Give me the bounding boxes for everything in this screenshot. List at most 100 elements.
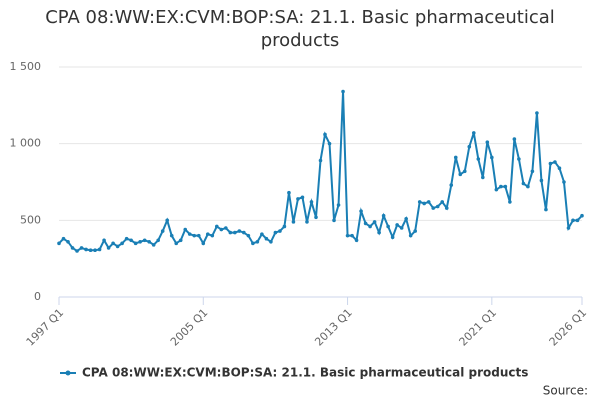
point bbox=[553, 160, 557, 164]
x-tick-label: 1997 Q1 bbox=[24, 306, 67, 349]
point bbox=[142, 238, 147, 243]
point bbox=[219, 227, 224, 232]
point bbox=[341, 89, 345, 94]
point bbox=[426, 200, 431, 204]
point bbox=[467, 144, 472, 149]
point bbox=[440, 200, 445, 204]
point bbox=[363, 221, 368, 226]
point bbox=[228, 230, 233, 235]
point bbox=[237, 229, 242, 233]
point bbox=[61, 236, 66, 241]
point bbox=[192, 233, 197, 238]
point bbox=[377, 230, 381, 235]
source: Source: bbox=[543, 384, 588, 398]
point bbox=[471, 131, 476, 135]
point bbox=[210, 233, 215, 238]
x-tick-label: 2005 Q1 bbox=[168, 306, 211, 349]
point bbox=[84, 247, 88, 252]
point bbox=[102, 238, 106, 243]
point bbox=[490, 155, 494, 160]
point bbox=[66, 240, 70, 244]
point bbox=[413, 229, 417, 233]
point bbox=[494, 187, 499, 192]
point bbox=[327, 141, 332, 146]
point bbox=[201, 241, 206, 246]
point bbox=[196, 233, 201, 238]
point bbox=[526, 184, 530, 189]
point bbox=[499, 184, 503, 189]
point bbox=[517, 157, 521, 161]
point bbox=[444, 206, 449, 210]
point bbox=[544, 207, 548, 212]
point bbox=[404, 217, 408, 221]
point bbox=[133, 241, 138, 246]
point bbox=[287, 190, 291, 195]
point bbox=[282, 224, 287, 229]
point bbox=[435, 204, 440, 209]
point bbox=[449, 183, 454, 187]
point bbox=[381, 213, 386, 218]
point bbox=[147, 240, 151, 244]
point bbox=[462, 169, 467, 174]
point bbox=[187, 232, 192, 236]
point bbox=[151, 243, 156, 247]
point bbox=[453, 155, 458, 160]
point bbox=[345, 233, 350, 238]
point bbox=[399, 226, 404, 230]
point bbox=[129, 238, 133, 243]
point bbox=[138, 240, 142, 244]
y-tick-label: 0 bbox=[34, 290, 41, 303]
point bbox=[106, 246, 111, 250]
point bbox=[305, 220, 309, 224]
point bbox=[169, 233, 174, 238]
point bbox=[476, 157, 481, 161]
point bbox=[368, 224, 372, 229]
point bbox=[390, 235, 395, 239]
point bbox=[530, 169, 535, 174]
point bbox=[314, 215, 318, 220]
point bbox=[458, 172, 463, 177]
point bbox=[246, 233, 251, 238]
point bbox=[417, 200, 422, 204]
point bbox=[562, 180, 566, 184]
point bbox=[575, 218, 580, 223]
point bbox=[372, 220, 377, 224]
y-tick-label: 500 bbox=[20, 213, 41, 226]
point bbox=[115, 244, 120, 249]
point bbox=[503, 184, 508, 189]
point bbox=[251, 241, 255, 246]
point bbox=[359, 209, 363, 213]
point bbox=[422, 201, 426, 206]
y-tick-label: 1 500 bbox=[10, 60, 42, 73]
point bbox=[571, 218, 575, 223]
x-tick-label: 2026 Q1 bbox=[547, 306, 590, 349]
x-tick-label: 2021 Q1 bbox=[457, 306, 500, 349]
point bbox=[264, 236, 269, 241]
point bbox=[300, 195, 305, 200]
point bbox=[521, 181, 526, 186]
point bbox=[535, 111, 539, 115]
point bbox=[242, 230, 246, 235]
point bbox=[386, 224, 390, 229]
point bbox=[79, 246, 84, 250]
point bbox=[395, 223, 399, 227]
point bbox=[255, 240, 260, 244]
point bbox=[273, 230, 278, 235]
point bbox=[481, 175, 485, 180]
point bbox=[124, 236, 129, 241]
series-line bbox=[58, 91, 583, 253]
chart-title: CPA 08:WW:EX:CVM:BOP:SA: 21.1. Basic pha… bbox=[45, 7, 555, 51]
point bbox=[111, 241, 115, 246]
point bbox=[548, 161, 553, 166]
point bbox=[120, 241, 124, 246]
point bbox=[278, 229, 282, 233]
point bbox=[178, 238, 183, 243]
point bbox=[557, 166, 562, 170]
point bbox=[309, 200, 314, 204]
point bbox=[539, 178, 544, 183]
point bbox=[431, 206, 436, 210]
point bbox=[160, 229, 165, 233]
point bbox=[75, 249, 79, 253]
point bbox=[512, 137, 517, 141]
